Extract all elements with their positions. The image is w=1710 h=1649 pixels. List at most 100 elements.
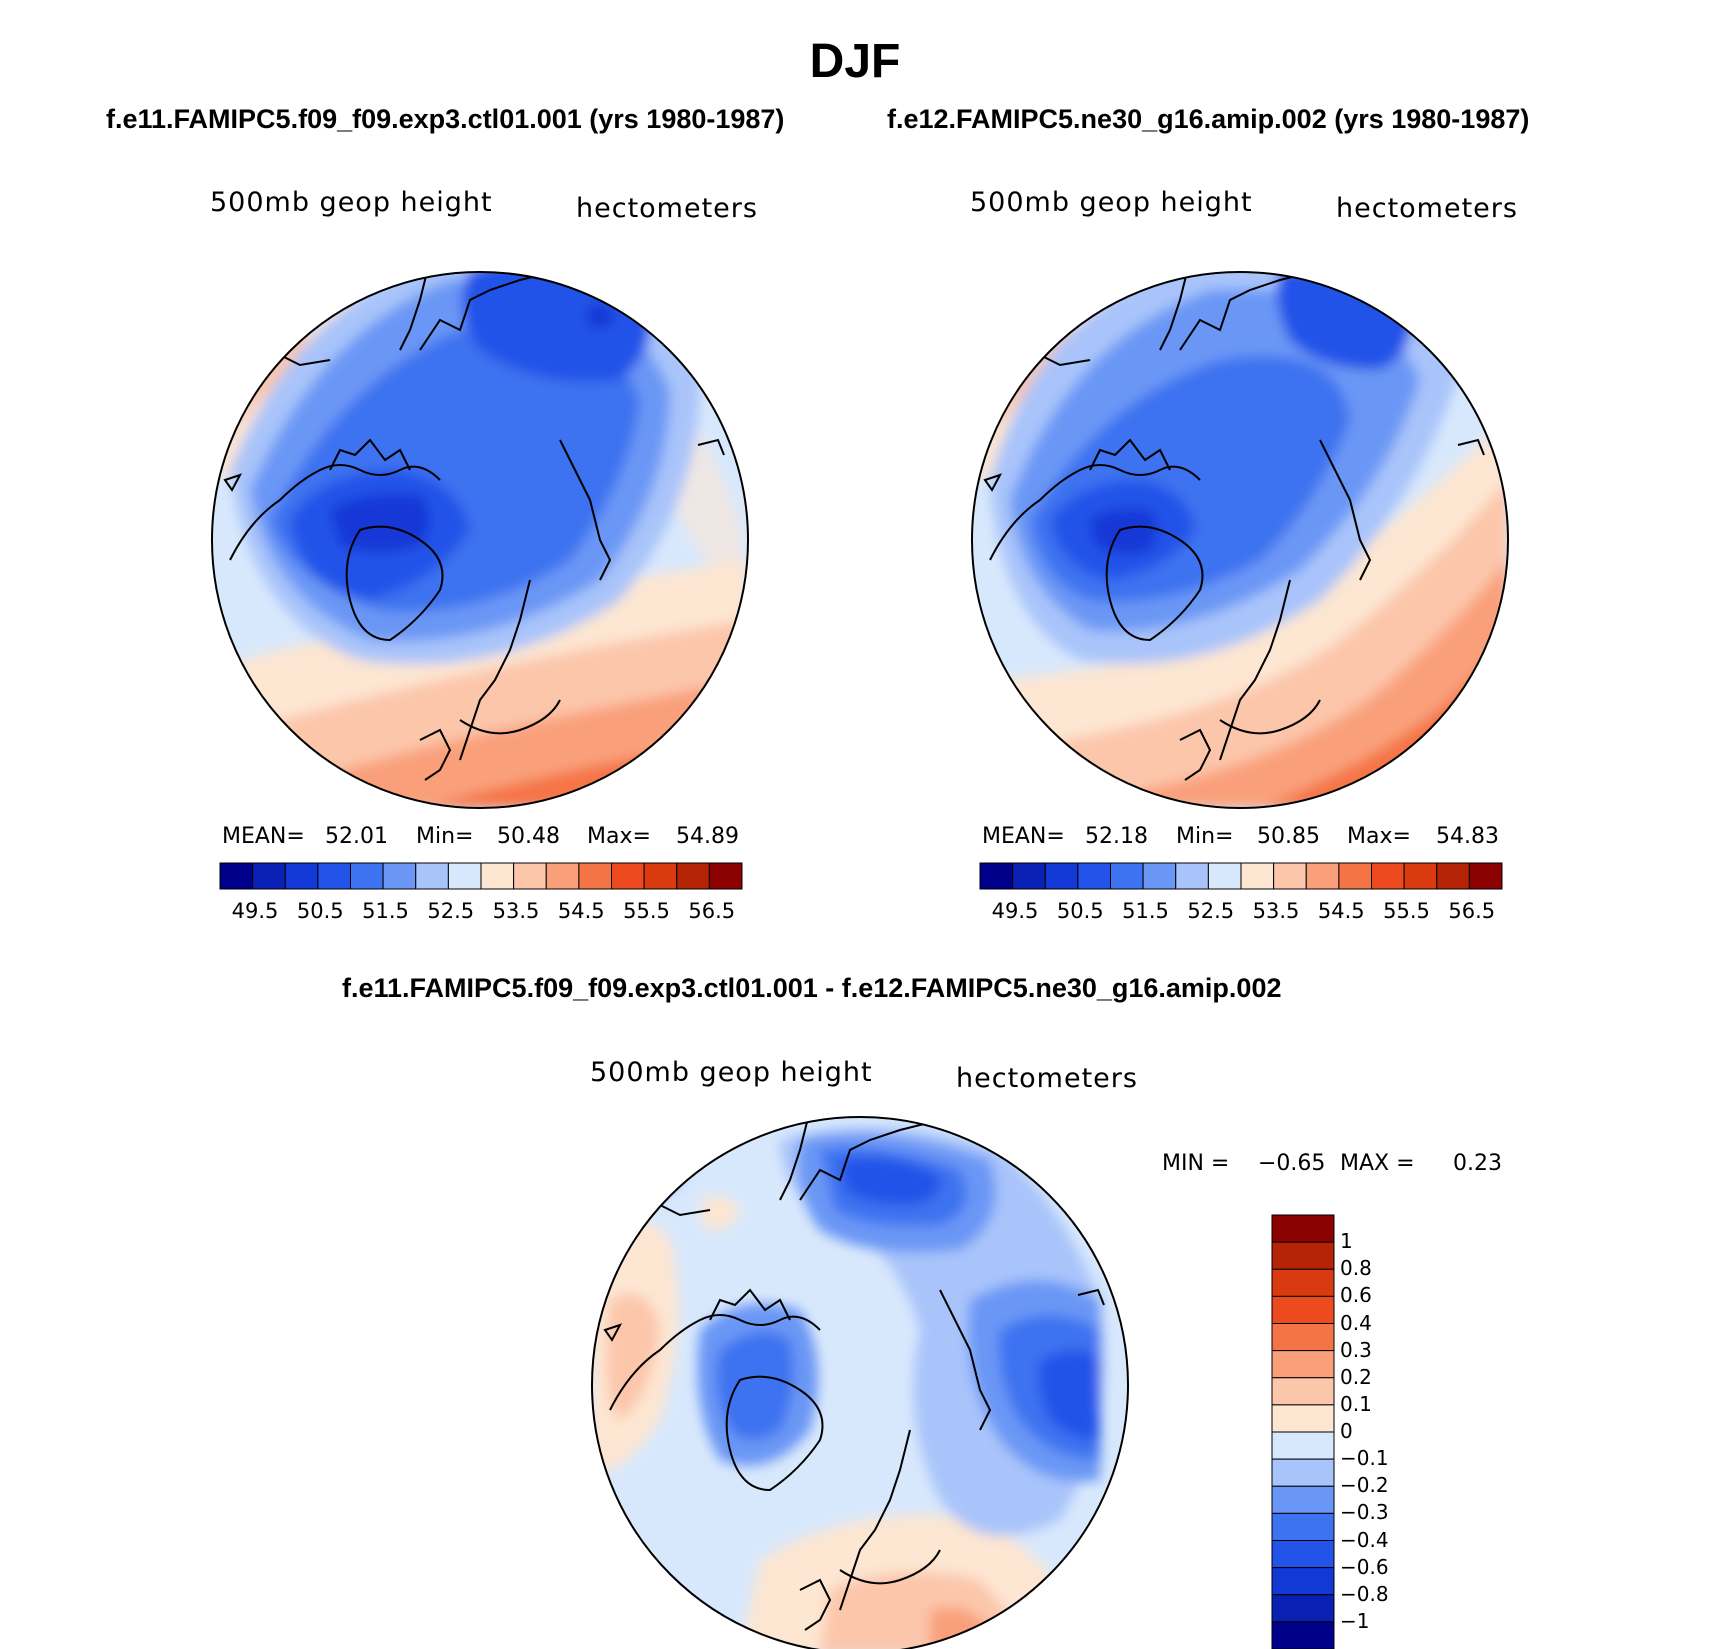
colorbar-tick-label: 49.5 — [991, 899, 1039, 923]
colorbar-swatch — [1175, 862, 1209, 890]
difference-min-label: MIN = — [1162, 1151, 1230, 1176]
colorbar-swatch — [1468, 862, 1503, 890]
colorbar-tick-label: −0.3 — [1340, 1500, 1389, 1525]
colorbar-swatch — [1271, 1540, 1335, 1569]
colorbar-tick-label: 0.6 — [1340, 1283, 1372, 1308]
colorbar-tick-label: 0.4 — [1340, 1310, 1372, 1335]
colorbar-swatch — [1271, 1350, 1335, 1379]
colorbar-tick-label: 1 — [1340, 1229, 1353, 1254]
colorbar-tick-label: 54.5 — [557, 899, 605, 923]
colorbar-tick-label: 49.5 — [231, 899, 279, 923]
colorbar-swatch — [1044, 862, 1079, 890]
colorbar-difference — [1271, 1214, 1335, 1649]
colorbar-swatch — [1271, 1241, 1335, 1270]
colorbar-swatch — [480, 862, 515, 890]
colorbar-swatch — [1403, 862, 1438, 890]
colorbar-swatch — [1271, 1458, 1335, 1487]
panel-2-min-value: 50.85 — [1257, 824, 1320, 849]
panel-1-min-label: Min= — [416, 824, 474, 849]
colorbar-tick-label: −1 — [1340, 1608, 1370, 1633]
difference-title: f.e11.FAMIPC5.f09_f09.exp3.ctl01.001 - f… — [342, 973, 1282, 1003]
colorbar-swatch — [1338, 862, 1372, 890]
colorbar-swatch — [578, 862, 612, 890]
figure-title: DJF — [809, 35, 901, 88]
panel-2-mean-value: 52.18 — [1085, 824, 1148, 849]
panel-1-case-title: f.e11.FAMIPC5.f09_f09.exp3.ctl01.001 (yr… — [106, 104, 785, 134]
panel-2-variable-label: 500mb geop height — [970, 187, 1253, 218]
colorbar-tick-label: 55.5 — [1383, 899, 1430, 923]
colorbar-tick-label: 0.8 — [1340, 1256, 1372, 1281]
colorbar-swatch — [1273, 862, 1307, 890]
panel-2-mean-label: MEAN= — [982, 824, 1065, 849]
colorbar-tick-label: 51.5 — [1122, 899, 1169, 923]
panel-1-units-label: hectometers — [576, 193, 758, 224]
colorbar-tick-label: 0.3 — [1340, 1337, 1372, 1362]
panel-1-variable-label: 500mb geop height — [210, 187, 493, 218]
colorbar-swatch — [1012, 862, 1046, 890]
colorbar-tick-label: −0.4 — [1340, 1527, 1389, 1552]
colorbar-tick-label: 55.5 — [623, 899, 670, 923]
colorbar-swatch — [284, 862, 319, 890]
colorbar-tick-label: −0.2 — [1340, 1473, 1389, 1498]
colorbar-swatch — [1271, 1621, 1335, 1649]
colorbar-swatch — [611, 862, 645, 890]
colorbar-swatch — [1240, 862, 1275, 890]
colorbar-tick-label: 54.5 — [1317, 899, 1365, 923]
colorbar-swatch — [382, 862, 417, 890]
colorbar-swatch — [1110, 862, 1144, 890]
panel-2-units-label: hectometers — [1336, 193, 1518, 224]
panel-2-case-title: f.e12.FAMIPC5.ne30_g16.amip.002 (yrs 198… — [887, 104, 1530, 134]
colorbar-swatch — [1271, 1485, 1335, 1514]
colorbar-tick-label: 50.5 — [1056, 899, 1104, 923]
colorbar-tick-label: 51.5 — [362, 899, 409, 923]
colorbar-panel-2 — [979, 862, 1503, 890]
colorbar-swatch — [1077, 862, 1111, 890]
colorbar-swatch — [415, 862, 449, 890]
colorbar-swatch — [350, 862, 384, 890]
colorbar-swatch — [1271, 1594, 1335, 1623]
colorbar-panel-1 — [219, 862, 743, 890]
panel-1-max-value: 54.89 — [676, 824, 739, 849]
panel-1-mean-label: MEAN= — [222, 824, 305, 849]
colorbar-swatch — [1271, 1214, 1335, 1243]
colorbar-tick-label: 0.2 — [1340, 1364, 1372, 1389]
panel-1-max-label: Max= — [587, 824, 651, 849]
panel-2-max-value: 54.83 — [1436, 824, 1499, 849]
colorbar-swatch — [979, 862, 1014, 890]
difference-min-value: −0.65 — [1258, 1151, 1326, 1176]
panel-2-min-label: Min= — [1176, 824, 1234, 849]
colorbar-tick-label: 52.5 — [427, 899, 475, 923]
colorbar-swatch — [1271, 1295, 1335, 1324]
colorbar-swatch — [1271, 1567, 1335, 1596]
colorbar-swatch — [708, 862, 743, 890]
colorbar-swatch — [1271, 1377, 1335, 1406]
colorbar-tick-label: 50.5 — [296, 899, 344, 923]
difference-units-label: hectometers — [956, 1063, 1138, 1094]
colorbar-tick-label: −0.1 — [1340, 1446, 1389, 1471]
colorbar-tick-label: 56.5 — [688, 899, 736, 923]
colorbar-tick-label: 53.5 — [492, 899, 540, 923]
colorbar-swatch — [1271, 1268, 1335, 1297]
colorbar-tick-label: 53.5 — [1252, 899, 1300, 923]
panel-1-mean-value: 52.01 — [325, 824, 388, 849]
colorbar-tick-label: 0 — [1340, 1419, 1353, 1443]
difference-max-label: MAX = — [1340, 1151, 1415, 1176]
panel-2-max-label: Max= — [1347, 824, 1411, 849]
colorbar-swatch — [1371, 862, 1405, 890]
colorbar-tick-label: −0.8 — [1340, 1581, 1389, 1606]
difference-max-value: 0.23 — [1453, 1151, 1502, 1176]
colorbar-tick-label: 56.5 — [1448, 899, 1496, 923]
difference-variable-label: 500mb geop height — [590, 1057, 873, 1088]
colorbar-tick-label: −0.6 — [1340, 1554, 1389, 1579]
colorbar-swatch — [1271, 1431, 1335, 1460]
colorbar-swatch — [1207, 862, 1242, 890]
colorbar-swatch — [1436, 862, 1470, 890]
colorbar-swatch — [1271, 1512, 1335, 1541]
panel-1-min-value: 50.48 — [497, 824, 560, 849]
colorbar-swatch — [1271, 1323, 1335, 1352]
colorbar-swatch — [1271, 1404, 1335, 1433]
colorbar-tick-label: 52.5 — [1187, 899, 1235, 923]
